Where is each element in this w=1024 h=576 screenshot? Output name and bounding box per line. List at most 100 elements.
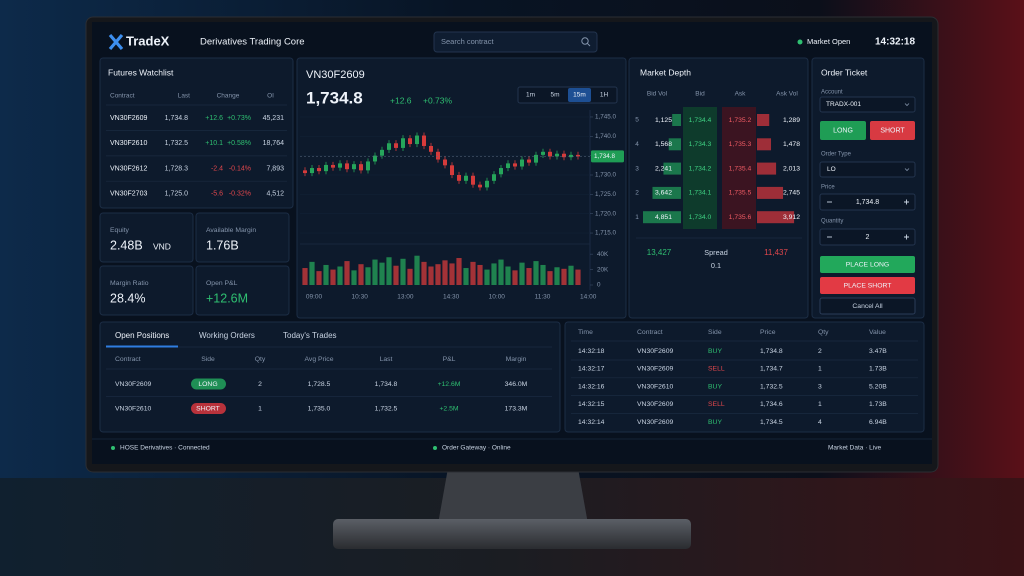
- candle-body: [562, 153, 566, 158]
- contract: VN30F2609: [115, 381, 151, 388]
- depth-level: 2: [635, 190, 639, 197]
- cancel-button[interactable]: [819, 297, 916, 315]
- side-pill: [191, 378, 226, 390]
- volume-bar: [463, 268, 469, 285]
- column-header: Bid Vol: [647, 91, 668, 98]
- last-price: 1,732.5: [165, 140, 188, 147]
- plus-icon[interactable]: [904, 234, 909, 240]
- chart-panel: [296, 57, 627, 319]
- quantity: 2: [818, 348, 822, 355]
- volume-bar: [554, 267, 560, 285]
- volume-bar: [365, 267, 371, 285]
- candle-body: [408, 138, 412, 145]
- column-header: Last: [178, 93, 190, 100]
- value: 1.73B: [869, 401, 887, 408]
- candle-body: [366, 161, 370, 171]
- y-tick-label: 1,715.0: [595, 230, 617, 237]
- candle-body: [576, 154, 580, 157]
- x-tick-label: 14:30: [443, 294, 460, 301]
- order-type-select[interactable]: [819, 161, 916, 178]
- column-header: Change: [217, 93, 240, 100]
- account-value: TRADX-001: [826, 101, 861, 108]
- account-card: [195, 212, 290, 263]
- place-short-button[interactable]: [820, 277, 915, 294]
- account-select[interactable]: [819, 96, 916, 113]
- long-button[interactable]: [820, 121, 866, 140]
- interval-label[interactable]: 15m: [573, 92, 586, 99]
- button-label[interactable]: PLACE SHORT: [844, 282, 892, 289]
- last-price: 1,734.8: [375, 381, 398, 388]
- tab[interactable]: Working Orders: [199, 331, 255, 340]
- card-label: Equity: [110, 227, 129, 234]
- candle-body: [352, 164, 356, 170]
- trades-panel: [564, 321, 925, 433]
- column-header: Bid: [695, 91, 705, 98]
- bid-volume: 1,125: [655, 117, 672, 124]
- trade-time: 14:32:17: [578, 366, 605, 373]
- depth-level: 3: [635, 165, 639, 172]
- plus-icon[interactable]: [904, 199, 909, 205]
- search-box[interactable]: [433, 31, 598, 53]
- change-pct: +0.73%: [227, 115, 251, 122]
- ask-column: [722, 107, 756, 229]
- short-button[interactable]: [870, 121, 915, 140]
- status-dot: [797, 39, 803, 45]
- button-label[interactable]: PLACE LONG: [846, 261, 889, 268]
- tab[interactable]: Today's Trades: [283, 331, 337, 340]
- volume-bar: [407, 268, 413, 285]
- interval-button[interactable]: [568, 88, 591, 102]
- candle-body: [429, 145, 433, 152]
- column-header: Ask Vol: [776, 91, 798, 98]
- place-long-button[interactable]: [820, 256, 915, 273]
- candle-body: [310, 168, 314, 174]
- ask-volume: 1,478: [783, 141, 800, 148]
- candle-body: [527, 159, 531, 163]
- column-header: Avg Price: [305, 356, 334, 363]
- volume-bar: [316, 271, 322, 285]
- column-header: Price: [760, 329, 776, 336]
- volume-bar: [344, 261, 350, 285]
- card-unit: VND: [153, 241, 171, 251]
- candle-body: [443, 159, 447, 166]
- bid-volume-bar: [643, 211, 681, 224]
- button-label[interactable]: LONG: [833, 127, 853, 134]
- bid-volume: 3,642: [655, 190, 672, 197]
- candle-body: [373, 155, 377, 162]
- candle-body: [401, 138, 405, 148]
- y-tick-label: 1,745.0: [595, 114, 617, 121]
- candle-body: [450, 165, 454, 175]
- bid-price: 1,734.4: [689, 117, 712, 124]
- interval-label[interactable]: 5m: [550, 92, 559, 99]
- change: +10.1: [205, 140, 223, 147]
- ask-volume: 1,289: [783, 117, 800, 124]
- field-label: Account: [821, 90, 843, 96]
- volume-bar: [456, 258, 462, 285]
- volume-bar: [379, 262, 385, 285]
- button-label[interactable]: Cancel All: [852, 303, 883, 310]
- monitor-base: [333, 519, 691, 549]
- volume-tick-label: 20K: [597, 266, 609, 273]
- card-value: 1.76B: [206, 238, 239, 252]
- quantity-stepper[interactable]: [819, 228, 916, 246]
- volume-bar: [393, 265, 399, 285]
- side: SHORT: [196, 405, 220, 412]
- interval-label[interactable]: 1H: [600, 92, 609, 99]
- account-card: [99, 212, 194, 263]
- x-tick-label: 14:00: [580, 294, 597, 301]
- card-label: Available Margin: [206, 227, 256, 234]
- card-label: Margin Ratio: [110, 280, 149, 287]
- open-interest: 7,893: [266, 165, 284, 172]
- interval-label[interactable]: 1m: [526, 92, 535, 99]
- tab[interactable]: Open Positions: [115, 331, 169, 340]
- status-dot: [433, 446, 437, 450]
- trade-time: 14:32:18: [578, 348, 605, 355]
- depth-level: 1: [635, 214, 639, 221]
- margin: 346.0M: [505, 381, 528, 388]
- value: 5.20B: [869, 383, 887, 390]
- button-label[interactable]: SHORT: [880, 127, 905, 134]
- price-stepper[interactable]: [819, 193, 916, 211]
- avg-price: 1,735.0: [308, 405, 331, 412]
- price-stepper-value: 1,734.8: [856, 199, 879, 206]
- bid-volume-bar: [668, 138, 681, 151]
- column-header: Contract: [110, 93, 135, 100]
